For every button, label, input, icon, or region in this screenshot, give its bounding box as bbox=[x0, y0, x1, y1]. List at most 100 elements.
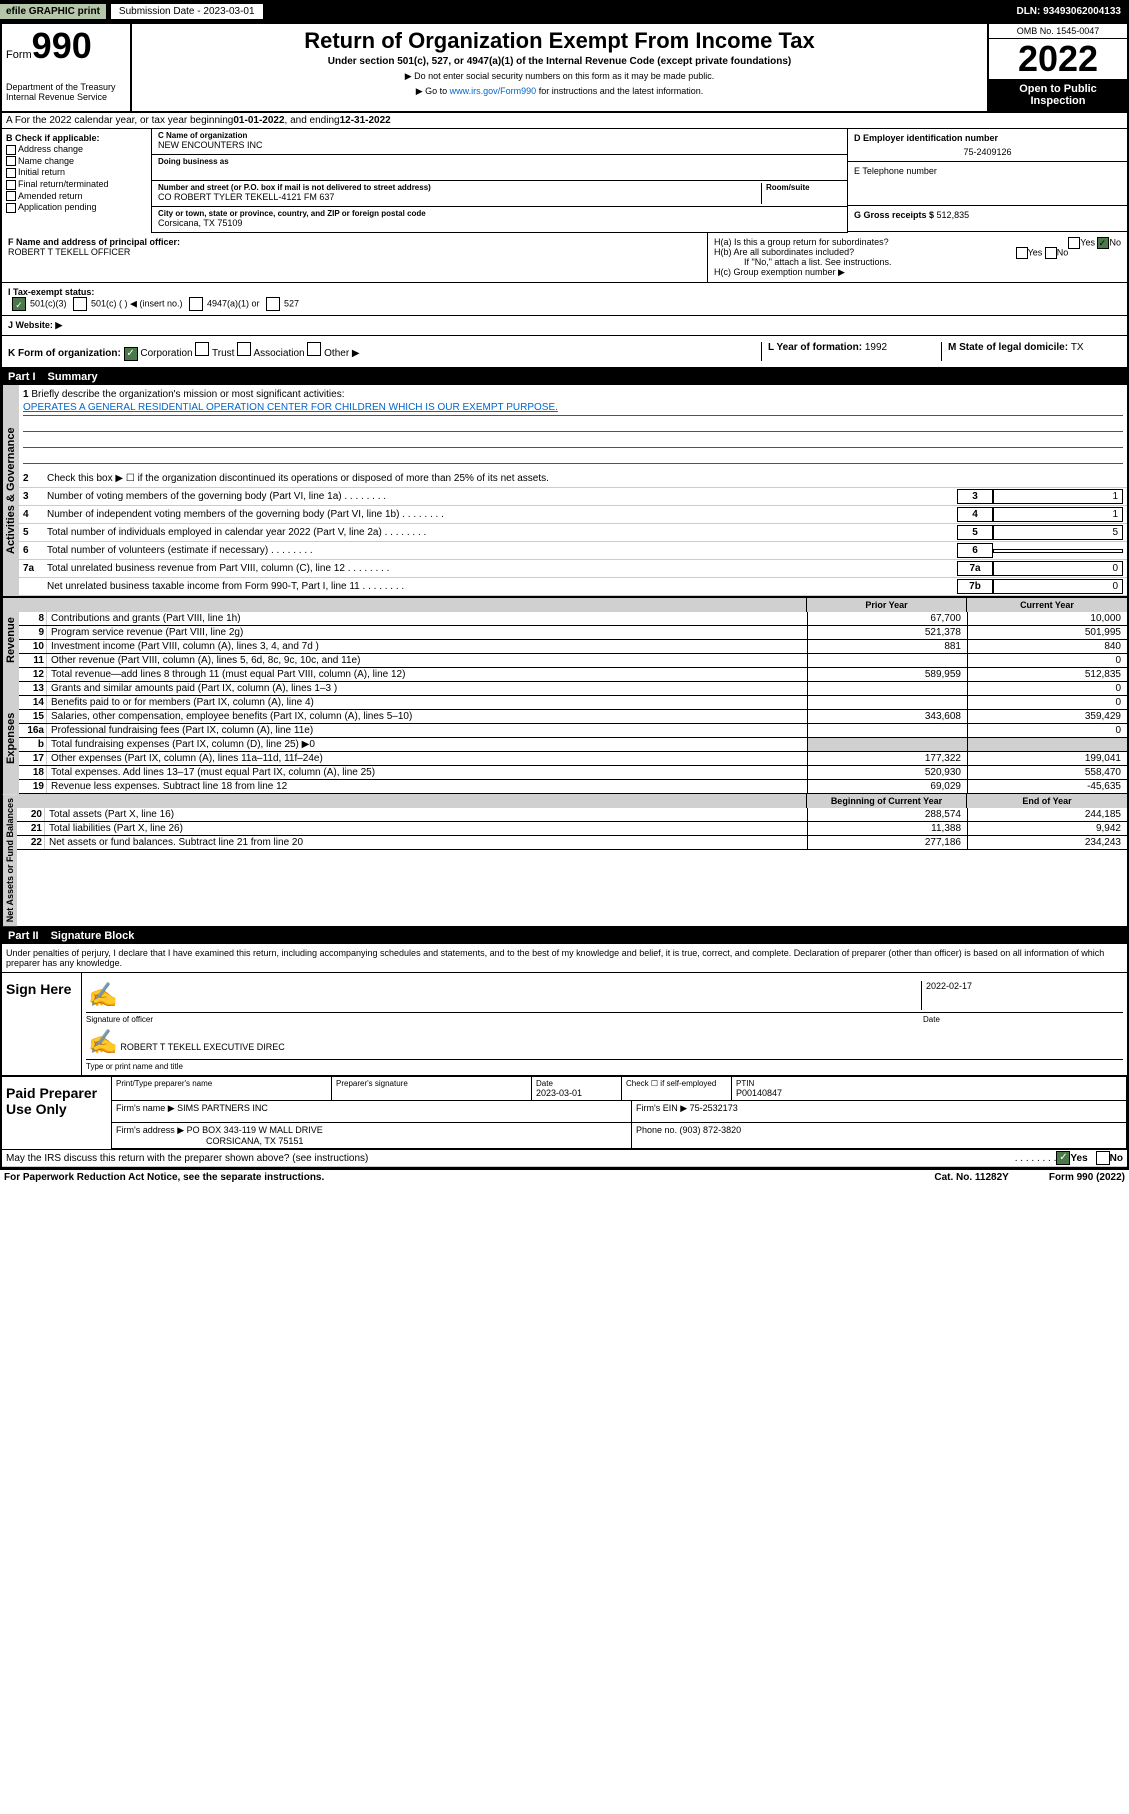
gov-line-7a: 7aTotal unrelated business revenue from … bbox=[19, 560, 1127, 578]
chk-name[interactable]: Name change bbox=[6, 156, 147, 167]
chk-final[interactable]: Final return/terminated bbox=[6, 179, 147, 190]
gov-line-6: 6Total number of volunteers (estimate if… bbox=[19, 542, 1127, 560]
side-expenses: Expenses bbox=[2, 682, 19, 794]
ein-value: 75-2409126 bbox=[854, 147, 1121, 157]
firm-name: SIMS PARTNERS INC bbox=[177, 1103, 268, 1113]
omb-number: OMB No. 1545-0047 bbox=[989, 24, 1127, 39]
main-title: Return of Organization Exempt From Incom… bbox=[140, 28, 979, 54]
chk-501c[interactable] bbox=[73, 297, 87, 311]
firm-phone: (903) 872-3820 bbox=[680, 1125, 742, 1135]
sign-here-label: Sign Here bbox=[2, 973, 82, 1075]
fin-row-13: 13Grants and similar amounts paid (Part … bbox=[19, 682, 1127, 696]
footer: For Paperwork Reduction Act Notice, see … bbox=[0, 1169, 1129, 1185]
chk-other[interactable] bbox=[307, 342, 321, 356]
discuss-row: May the IRS discuss this return with the… bbox=[2, 1149, 1127, 1167]
ha-yes[interactable] bbox=[1068, 237, 1080, 249]
fin-row-20: 20Total assets (Part X, line 16)288,5742… bbox=[17, 808, 1127, 822]
part1-body: Activities & Governance 1 Briefly descri… bbox=[0, 385, 1129, 928]
chk-initial[interactable]: Initial return bbox=[6, 167, 147, 178]
financial-table: Revenue Prior Year Current Year 8Contrib… bbox=[2, 596, 1127, 926]
f-officer: F Name and address of principal officer:… bbox=[2, 233, 707, 282]
ha-no[interactable]: ✓ bbox=[1097, 237, 1109, 249]
side-netassets: Net Assets or Fund Balances bbox=[2, 794, 17, 926]
open-public: Open to Public Inspection bbox=[989, 79, 1127, 111]
fin-row-16a: 16aProfessional fundraising fees (Part I… bbox=[19, 724, 1127, 738]
year-box: OMB No. 1545-0047 2022 Open to Public In… bbox=[987, 24, 1127, 111]
section-bcd: B Check if applicable: Address change Na… bbox=[0, 129, 1129, 233]
col-d-ein: D Employer identification number 75-2409… bbox=[847, 129, 1127, 233]
note-goto: ▶ Go to www.irs.gov/Form990 for instruct… bbox=[140, 86, 979, 97]
row-a-tax-year: A For the 2022 calendar year, or tax yea… bbox=[0, 113, 1129, 129]
firm-ein: 75-2532173 bbox=[690, 1103, 738, 1113]
firm-name-line: Firm's name ▶ SIMS PARTNERS INC Firm's E… bbox=[112, 1101, 1127, 1123]
chk-assoc[interactable] bbox=[237, 342, 251, 356]
hb-yes[interactable] bbox=[1016, 247, 1028, 259]
addr-row: Number and street (or P.O. box if mail i… bbox=[152, 181, 847, 207]
fin-row-14: 14Benefits paid to or for members (Part … bbox=[19, 696, 1127, 710]
form-990: 990 bbox=[32, 25, 92, 66]
fin-row-8: 8Contributions and grants (Part VIII, li… bbox=[19, 612, 1127, 626]
fin-row-11: 11Other revenue (Part VIII, column (A), … bbox=[19, 654, 1127, 668]
mission-text: OPERATES A GENERAL RESIDENTIAL OPERATION… bbox=[23, 402, 1123, 416]
gov-line-3: 3Number of voting members of the governi… bbox=[19, 488, 1127, 506]
chk-pending[interactable]: Application pending bbox=[6, 202, 147, 213]
chk-corp[interactable]: ✓ bbox=[124, 347, 138, 361]
h-group: H(a) Is this a group return for subordin… bbox=[707, 233, 1127, 282]
chk-amended[interactable]: Amended return bbox=[6, 191, 147, 202]
state-domicile: TX bbox=[1071, 342, 1084, 353]
sig-date: 2022-02-17 bbox=[921, 981, 1121, 1010]
paid-preparer-row: Paid Preparer Use Only Print/Type prepar… bbox=[2, 1075, 1127, 1149]
efile-badge: efile GRAPHIC print bbox=[0, 4, 106, 19]
side-revenue: Revenue bbox=[2, 598, 19, 682]
part2-header: Part II Signature Block bbox=[0, 928, 1129, 944]
gross-row: G Gross receipts $ 512,835 bbox=[848, 206, 1127, 232]
gov-line-4: 4Number of independent voting members of… bbox=[19, 506, 1127, 524]
firm-addr-line: Firm's address ▶ PO BOX 343-119 W MALL D… bbox=[112, 1123, 1127, 1149]
dept-treasury: Department of the Treasury Internal Reve… bbox=[6, 82, 126, 102]
net-header: Beginning of Current Year End of Year bbox=[17, 794, 1127, 808]
title-box: Return of Organization Exempt From Incom… bbox=[132, 24, 987, 111]
chk-address[interactable]: Address change bbox=[6, 144, 147, 155]
fin-row-12: 12Total revenue—add lines 8 through 11 (… bbox=[19, 668, 1127, 682]
hb-row: H(b) Are all subordinates included? Yes … bbox=[714, 247, 1121, 257]
line1-mission: 1 Briefly describe the organization's mi… bbox=[19, 385, 1127, 470]
officer-name: ROBERT T TEKELL OFFICER bbox=[8, 247, 130, 257]
website-row: J Website: ▶ bbox=[0, 316, 1129, 336]
tax-year: 2022 bbox=[989, 39, 1127, 79]
submission-date: Submission Date - 2023-03-01 bbox=[110, 3, 264, 20]
prep-name-line: Print/Type preparer's name Preparer's si… bbox=[112, 1077, 1127, 1101]
irs-link[interactable]: www.irs.gov/Form990 bbox=[450, 86, 537, 96]
fin-row-21: 21Total liabilities (Part X, line 26)11,… bbox=[17, 822, 1127, 836]
gov-line-5: 5Total number of individuals employed in… bbox=[19, 524, 1127, 542]
sig-officer-line: ✍ 2022-02-17 bbox=[86, 979, 1123, 1013]
fin-row-9: 9Program service revenue (Part VIII, lin… bbox=[19, 626, 1127, 640]
fin-row-19: 19Revenue less expenses. Subtract line 1… bbox=[19, 780, 1127, 794]
chk-trust[interactable] bbox=[195, 342, 209, 356]
fin-row-22: 22Net assets or fund balances. Subtract … bbox=[17, 836, 1127, 850]
top-bar: efile GRAPHIC print Submission Date - 20… bbox=[0, 0, 1129, 22]
part1-header: Part I Summary bbox=[0, 369, 1129, 385]
city-state-zip: Corsicana, TX 75109 bbox=[158, 218, 841, 228]
dln: DLN: 93493062004133 bbox=[1016, 6, 1129, 17]
line2: 2Check this box ▶ ☐ if the organization … bbox=[19, 470, 1127, 488]
fin-row-17: 17Other expenses (Part IX, column (A), l… bbox=[19, 752, 1127, 766]
sign-here-row: Sign Here ✍ 2022-02-17 Signature of offi… bbox=[2, 972, 1127, 1075]
tax-exempt-row: I Tax-exempt status: ✓501(c)(3) 501(c) (… bbox=[0, 283, 1129, 316]
col-b-checkboxes: B Check if applicable: Address change Na… bbox=[2, 129, 152, 233]
fin-row-18: 18Total expenses. Add lines 13–17 (must … bbox=[19, 766, 1127, 780]
chk-501c3[interactable]: ✓ bbox=[12, 297, 26, 311]
chk-4947[interactable] bbox=[189, 297, 203, 311]
chk-527[interactable] bbox=[266, 297, 280, 311]
note-ssn: ▶ Do not enter social security numbers o… bbox=[140, 71, 979, 82]
discuss-no[interactable] bbox=[1096, 1151, 1110, 1165]
ein-row: D Employer identification number 75-2409… bbox=[848, 129, 1127, 162]
form-number-box: Form990 Department of the Treasury Inter… bbox=[2, 24, 132, 111]
fin-row-b: bTotal fundraising expenses (Part IX, co… bbox=[19, 738, 1127, 752]
side-governance: Activities & Governance bbox=[2, 385, 19, 596]
paid-label: Paid Preparer Use Only bbox=[2, 1077, 112, 1149]
discuss-yes[interactable]: ✓ bbox=[1056, 1151, 1070, 1165]
fgh-row: F Name and address of principal officer:… bbox=[0, 233, 1129, 283]
subtitle: Under section 501(c), 527, or 4947(a)(1)… bbox=[140, 56, 979, 67]
hb-no[interactable] bbox=[1045, 247, 1057, 259]
fin-header: Prior Year Current Year bbox=[19, 598, 1127, 612]
